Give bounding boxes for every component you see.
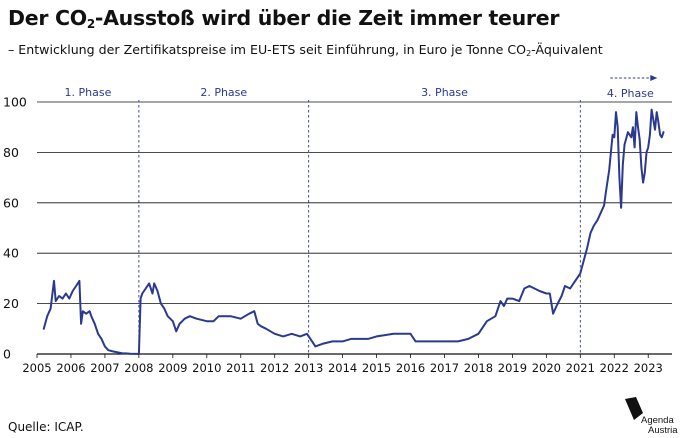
chart-subtitle: – Entwicklung der Zertifikatspreise im E… (8, 42, 603, 58)
x-tick-label-2021: 2021 (566, 361, 595, 375)
title-text-end: -Ausstoß wird über die Zeit immer teurer (94, 6, 560, 30)
y-tick-label-20: 20 (3, 296, 19, 311)
source-note: Quelle: ICAP. (8, 420, 84, 434)
x-tick-label-2019: 2019 (498, 361, 527, 375)
logo-text-line2: Austria (648, 425, 678, 434)
x-tick-label-2023: 2023 (634, 361, 663, 375)
x-tick-label-2007: 2007 (90, 361, 119, 375)
phase-label-2: 2. Phase (200, 86, 247, 99)
x-tick-label-2005: 2005 (22, 361, 51, 375)
y-tick-label-0: 0 (3, 347, 11, 362)
phase-label-1: 1. Phase (65, 86, 112, 99)
x-tick-label-2017: 2017 (430, 361, 459, 375)
y-tick-label-100: 100 (3, 95, 27, 110)
subtitle-text-end: -Äquivalent (531, 42, 603, 57)
phase-label-3: 3. Phase (421, 86, 468, 99)
subtitle-text-start: – Entwicklung der Zertifikatspreise im E… (8, 42, 527, 57)
y-tick-label-40: 40 (3, 246, 19, 261)
subtitle-subscript: 2 (526, 49, 532, 58)
grid-lines (37, 101, 672, 355)
y-tick-label-60: 60 (3, 195, 19, 210)
x-tick-label-2020: 2020 (532, 361, 561, 375)
x-tick-label-2010: 2010 (192, 361, 221, 375)
title-subscript: 2 (86, 17, 95, 31)
x-tick-label-2022: 2022 (600, 361, 629, 375)
title-text-start: Der CO (8, 6, 87, 30)
x-tick-label-2011: 2011 (226, 361, 255, 375)
axes: 0 20 40 60 80 100 2005 2006 2007 2008 2009 2010 2011… (3, 95, 663, 376)
phase-arrow-head-icon (650, 75, 658, 81)
x-tick-label-2012: 2012 (260, 361, 289, 375)
logo-mark-icon (625, 397, 643, 420)
series-line-1 (42, 108, 665, 355)
x-tick-label-2013: 2013 (294, 361, 323, 375)
phase-markers: 1. Phase 2. Phase 3. Phase 4. Phase (65, 75, 658, 354)
logo-text-line1: Agenda (641, 415, 674, 426)
x-tick-label-2015: 2015 (362, 361, 391, 375)
agenda-austria-logo: Agenda Austria (625, 397, 678, 434)
x-tick-label-2016: 2016 (396, 361, 425, 375)
x-tick-label-2008: 2008 (124, 361, 153, 375)
phase-label-4: 4. Phase (607, 87, 654, 100)
x-tick-label-2018: 2018 (464, 361, 493, 375)
x-tick-label-2014: 2014 (328, 361, 357, 375)
x-tick-label-2006: 2006 (56, 361, 85, 375)
y-tick-label-80: 80 (3, 145, 19, 160)
series-layer (42, 108, 665, 355)
chart-title: Der CO2-Ausstoß wird über die Zeit immer… (8, 6, 559, 31)
x-tick-label-2009: 2009 (158, 361, 187, 375)
